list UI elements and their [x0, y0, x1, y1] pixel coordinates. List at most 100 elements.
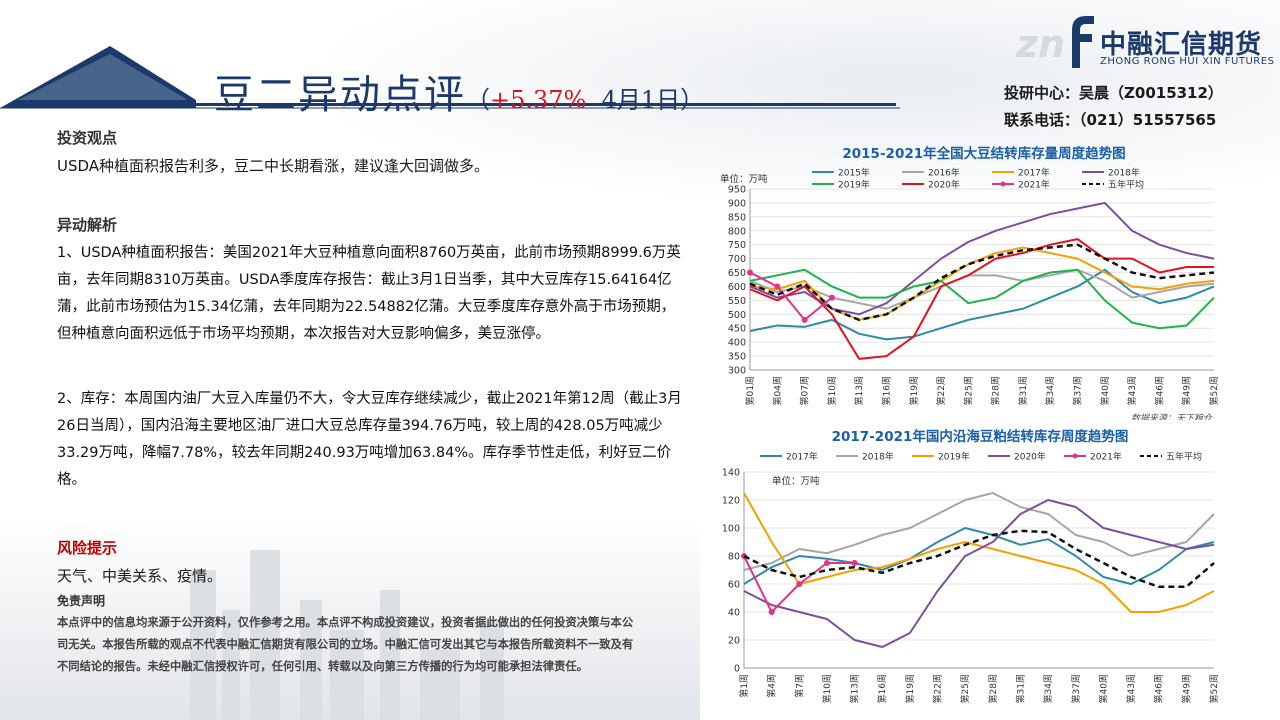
analysis-paragraph-2: 2、库存：本周国内油厂大豆入库量仍不大，令大豆库存继续减少，截止2021年第12…: [57, 391, 682, 488]
y-tick-label: 140: [722, 468, 740, 479]
legend-label-2018: 2018年: [1108, 167, 1140, 179]
page-title: 豆二异动点评（+5.37% 4月1日）: [214, 72, 705, 118]
y-tick-label: 650: [728, 268, 746, 279]
x-tick-label: 第34周: [1042, 674, 1054, 703]
x-tick-label: 第46周: [1153, 376, 1165, 405]
x-tick-label: 第31周: [1017, 376, 1029, 405]
y-tick-label: 60: [728, 580, 740, 591]
x-tick-label: 第10周: [821, 674, 833, 703]
series-line-2018: [743, 492, 1215, 571]
data-point-2021: [851, 560, 858, 566]
legend-label-2021: 2021年: [1018, 179, 1050, 191]
y-tick-label: 120: [722, 496, 740, 507]
header-decoration: [0, 46, 900, 109]
unit-label: 单位：万吨: [720, 173, 768, 185]
series-line-2016: [749, 268, 1215, 310]
x-tick-label: 第52周: [1208, 376, 1220, 405]
chart-title: 2017-2021年国内沿海豆粕结转库存周度趋势图: [832, 428, 1129, 445]
y-tick-label: 100: [722, 524, 740, 535]
series-line-2019: [749, 268, 1215, 330]
x-tick-label: 第46周: [1153, 674, 1165, 703]
y-tick-label: 900: [728, 198, 746, 209]
legend-label-2017: 2017年: [1018, 167, 1050, 179]
logo-mark: zn: [1016, 22, 1066, 66]
x-tick-label: 第13周: [849, 674, 861, 703]
legend-label-2018: 2018年: [862, 451, 894, 463]
x-tick-label: 第4周: [766, 674, 778, 698]
disclaimer-heading: 免责声明: [57, 594, 106, 608]
legend-label-2017: 2017年: [786, 451, 818, 463]
data-point-2021: [774, 283, 781, 290]
x-tick-label: 第43周: [1125, 674, 1137, 703]
series-line-2017: [743, 527, 1215, 585]
x-tick-label: 第1周: [738, 674, 750, 698]
x-tick-label: 第28周: [990, 376, 1002, 405]
y-tick-label: 850: [728, 212, 746, 223]
legend-marker-2021: [1072, 453, 1078, 459]
report-date: 4月1日: [601, 86, 681, 114]
unit-label: 单位：万吨: [772, 475, 820, 487]
legend-label-avg: 五年平均: [1166, 451, 1202, 463]
x-tick-label: 第37周: [1072, 376, 1084, 405]
x-tick-label: 第37周: [1070, 674, 1082, 703]
brand-name-cn: 中融汇信期货: [1100, 30, 1263, 60]
risk-heading: 风险提示: [57, 539, 118, 557]
series-line-2021: [749, 271, 833, 321]
x-tick-label: 第22周: [932, 674, 944, 703]
x-tick-label: 第13周: [853, 376, 865, 405]
y-tick-label: 500: [728, 310, 746, 321]
x-tick-label: 第22周: [935, 376, 947, 405]
data-point-2021: [828, 294, 835, 301]
view-heading: 投资观点: [57, 129, 118, 147]
x-tick-label: 第01周: [744, 376, 756, 405]
y-tick-label: 600: [728, 282, 746, 293]
data-point-2021: [823, 560, 830, 566]
x-tick-label: 第10周: [826, 376, 838, 405]
series-line-2020: [743, 499, 1215, 648]
x-tick-label: 第40周: [1099, 376, 1111, 405]
chart-title: 2015-2021年全国大豆结转库存量周度趋势图: [842, 145, 1125, 162]
analysis-paragraph-1: 1、USDA种植面积报告：美国2021年大豆种植意向面积8760万英亩，此前市场…: [57, 245, 681, 342]
legend-label-2021: 2021年: [1090, 451, 1122, 463]
series-line-2017: [749, 246, 1215, 321]
x-tick-label: 第49周: [1180, 674, 1192, 703]
x-tick-label: 第52周: [1208, 674, 1220, 703]
x-tick-label: 第31周: [1014, 674, 1026, 703]
y-tick-label: 550: [728, 296, 746, 307]
y-tick-label: 400: [728, 338, 746, 349]
view-text: USDA种植面积报告利多，豆二中长期看涨，建议逢大回调做多。: [57, 157, 490, 175]
y-tick-label: 800: [728, 226, 746, 237]
x-tick-label: 第19周: [908, 376, 920, 405]
x-tick-label: 第25周: [959, 674, 971, 703]
research-contact: 投研中心：吴晨（Z0015312）: [1004, 84, 1223, 102]
series-line-2015: [749, 268, 1215, 341]
legend-label-2020: 2020年: [928, 179, 960, 191]
y-tick-label: 350: [728, 352, 746, 363]
x-tick-label: 第40周: [1097, 674, 1109, 703]
disclaimer-text: 本点评中的信息均来源于公开资料，仅作参考之用。本点评不构成投资建议，投资者据此做…: [57, 616, 634, 673]
legend-label-2016: 2016年: [928, 167, 960, 179]
x-tick-label: 第16周: [876, 674, 888, 703]
y-tick-label: 700: [728, 254, 746, 265]
x-tick-label: 第04周: [771, 376, 783, 405]
logo-f-icon: [1072, 16, 1094, 68]
world-map-background: [330, 0, 1280, 200]
source-note: 数据来源：天下粮仓: [1131, 413, 1213, 420]
legend-label-2015: 2015年: [838, 167, 870, 179]
series-line-avg: [749, 243, 1215, 322]
change-percent: +5.37%: [490, 86, 587, 114]
x-tick-label: 第43周: [1126, 376, 1138, 405]
data-point-2021: [747, 269, 753, 276]
risk-text: 天气、中美关系、疫情。: [57, 567, 223, 585]
x-tick-label: 第49周: [1181, 376, 1193, 405]
phone-contact: 联系电话：（021）51557565: [1004, 111, 1217, 129]
y-tick-label: 0: [734, 664, 740, 675]
city-skyline-background: [0, 520, 700, 720]
y-tick-label: 20: [728, 636, 740, 647]
data-point-2021: [801, 316, 808, 323]
brand-name-en: ZHONG RONG HUI XIN FUTURES: [1100, 56, 1275, 67]
y-tick-label: 950: [728, 185, 746, 196]
x-tick-label: 第28周: [987, 674, 999, 703]
y-tick-label: 80: [728, 552, 740, 563]
